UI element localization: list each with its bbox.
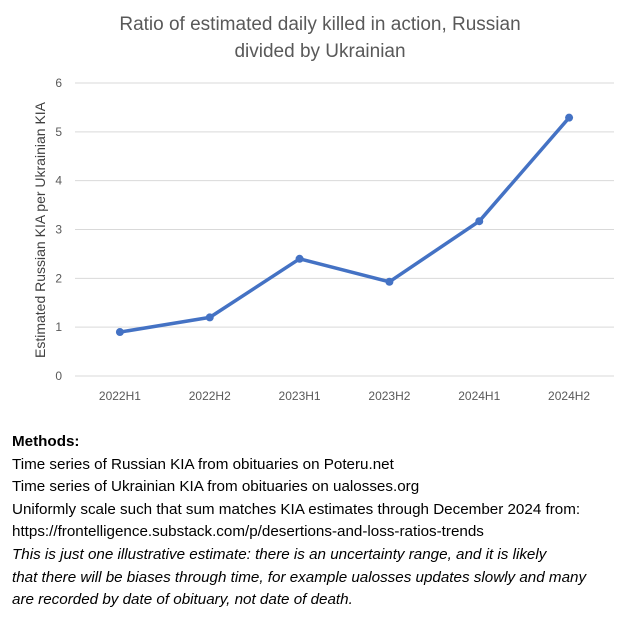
methods-heading: Methods: <box>12 433 80 450</box>
x-tick-label: 2022H2 <box>189 389 231 403</box>
y-tick-label: 1 <box>55 320 62 334</box>
data-point-2024H2 <box>565 113 574 122</box>
x-tick-label: 2024H2 <box>548 389 590 403</box>
x-tick-label: 2022H1 <box>99 389 141 403</box>
x-tick-label: 2024H1 <box>458 389 500 403</box>
y-tick-label: 3 <box>55 223 62 237</box>
methods-note-line-1: This is just one illustrative estimate: … <box>12 545 547 563</box>
gridlines <box>75 82 614 377</box>
methods-line-3: Uniformly scale such that sum matches KI… <box>12 500 581 518</box>
methods-source-url: https://frontelligence.substack.com/p/de… <box>12 523 484 541</box>
data-point-2022H2 <box>205 313 214 322</box>
data-point-2023H2 <box>385 277 394 286</box>
series-ratio <box>115 113 574 337</box>
y-tick-label: 4 <box>55 174 62 188</box>
data-point-2024H1 <box>475 217 484 226</box>
x-tick-label: 2023H1 <box>279 389 321 403</box>
x-tick-labels: 2022H1 2022H2 2023H1 2023H2 2024H1 2024H2 <box>99 389 591 403</box>
x-tick-label: 2023H2 <box>368 389 410 403</box>
y-axis-label: Estimated Russian KIA per Ukrainian KIA <box>32 101 48 358</box>
methods-line-1: Time series of Russian KIA from obituari… <box>12 455 394 473</box>
y-tick-label: 2 <box>55 271 62 285</box>
methods-line-2: Time series of Ukrainian KIA from obitua… <box>12 478 420 496</box>
methods-note-line-3: are recorded by date of obituary, not da… <box>12 591 353 609</box>
data-point-2023H1 <box>295 254 304 263</box>
y-tick-labels: 0 1 2 3 4 5 6 <box>55 76 62 383</box>
chart-title-line-2: divided by Ukrainian <box>234 41 405 62</box>
methods-section: Methods: Time series of Russian KIA from… <box>12 431 634 612</box>
y-tick-label: 6 <box>55 76 62 90</box>
y-tick-label: 5 <box>55 125 62 139</box>
series-line <box>118 115 571 334</box>
line-chart: Ratio of estimated daily killed in actio… <box>32 14 614 403</box>
methods-note-line-2: that there will be biases through time, … <box>12 568 587 586</box>
data-point-2022H1 <box>115 328 124 337</box>
y-tick-label: 0 <box>55 369 62 383</box>
chart-title-line-1: Ratio of estimated daily killed in actio… <box>119 14 520 35</box>
